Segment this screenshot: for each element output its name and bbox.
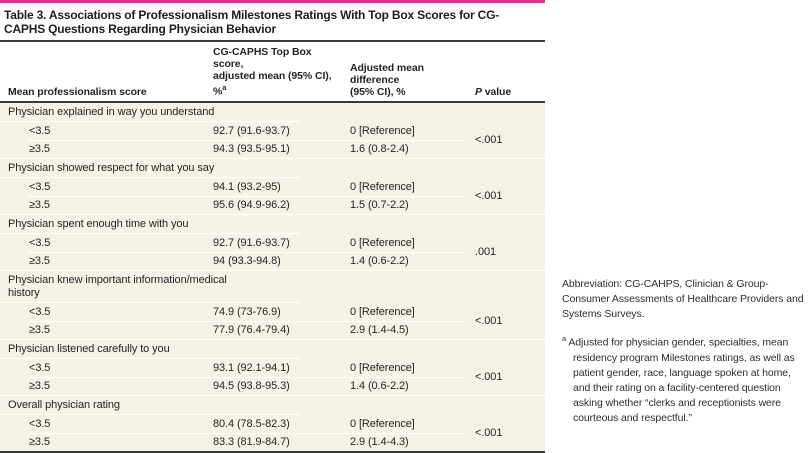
topbox-cell: 77.9 (76.4-79.4) — [213, 323, 290, 336]
column-header-adjusted-diff: Adjusted mean difference (95% CI), % — [350, 62, 475, 98]
table-section: Physician showed respect for what you sa… — [0, 159, 545, 215]
row-separator — [28, 320, 463, 322]
pvalue-cell: <.001 — [475, 189, 503, 202]
section-label-row: Physician listened carefully to you — [0, 340, 300, 359]
diff-cell: 2.9 (1.4-4.3) — [350, 435, 409, 448]
topbox-cell: 94 (93.3-94.8) — [213, 254, 281, 267]
score-cell: ≥3.5 — [29, 254, 50, 267]
column-header-mean-score: Mean professionalism score — [8, 85, 147, 98]
table3-card: Table 3. Associations of Professionalism… — [0, 0, 545, 453]
section-label: Physician explained in way you understan… — [8, 105, 215, 118]
section-label: Physician knew important information/med… — [8, 273, 227, 299]
section-label-row: Physician explained in way you understan… — [0, 103, 300, 122]
score-cell: <3.5 — [29, 124, 51, 137]
topbox-cell: 92.7 (91.6-93.7) — [213, 124, 290, 137]
section-label-row: Physician spent enough time with you — [0, 215, 300, 234]
table-notes: Abbreviation: CG-CAHPS, Clinician & Grou… — [562, 277, 808, 426]
column-header-row: Mean professionalism score CG-CAPHS Top … — [0, 42, 545, 101]
abbreviation-note: Abbreviation: CG-CAHPS, Clinician & Grou… — [562, 278, 804, 320]
diff-cell: 0 [Reference] — [350, 124, 415, 137]
pvalue-cell: <.001 — [475, 370, 503, 383]
table-section: Physician listened carefully to you <3.5 9… — [0, 340, 545, 396]
score-cell: <3.5 — [29, 236, 51, 249]
topbox-cell: 83.3 (81.9-84.7) — [213, 435, 290, 448]
column-header-p-rest: value — [484, 85, 512, 98]
footnote-a: a Adjusted for physician gender, special… — [562, 331, 808, 426]
column-header-adjusted-diff-line2: (95% CI), % — [350, 85, 406, 98]
topbox-cell: 74.9 (73-76.9) — [213, 305, 281, 318]
section-body: <3.5 92.7 (91.6-93.7) 0 [Reference] <.001 ≥3… — [0, 122, 545, 159]
section-label-row: Physician showed respect for what you sa… — [0, 159, 300, 178]
column-header-topbox-line1: CG-CAPHS Top Box score, — [213, 46, 312, 70]
topbox-cell: 94.1 (93.2-95) — [213, 180, 281, 193]
pvalue-cell: <.001 — [475, 314, 503, 327]
topbox-cell: 80.4 (78.5-82.3) — [213, 417, 290, 430]
section-label: Overall physician rating — [8, 398, 120, 411]
section-label-row: Physician knew important information/med… — [0, 271, 300, 303]
table-title: Table 3. Associations of Professionalism… — [4, 8, 500, 36]
score-cell: <3.5 — [29, 417, 51, 430]
diff-cell: 0 [Reference] — [350, 180, 415, 193]
column-header-topbox-line2: adjusted mean (95% CI), % — [213, 70, 332, 98]
diff-cell: 1.5 (0.7-2.2) — [350, 198, 409, 211]
score-cell: <3.5 — [29, 361, 51, 374]
topbox-cell: 93.1 (92.1-94.1) — [213, 361, 290, 374]
row-separator — [28, 432, 463, 434]
diff-cell: 0 [Reference] — [350, 417, 415, 430]
score-cell: ≥3.5 — [29, 435, 50, 448]
table-section: Overall physician rating <3.5 80.4 (78.5-8… — [0, 396, 545, 451]
topbox-cell: 94.5 (93.8-95.3) — [213, 379, 290, 392]
score-cell: ≥3.5 — [29, 379, 50, 392]
section-body: <3.5 80.4 (78.5-82.3) 0 [Reference] <.001 ≥3… — [0, 415, 545, 451]
section-body: <3.5 74.9 (73-76.9) 0 [Reference] <.001 ≥3.5… — [0, 303, 545, 340]
score-cell: ≥3.5 — [29, 198, 50, 211]
diff-cell: 1.6 (0.8-2.4) — [350, 142, 409, 155]
diff-cell: 0 [Reference] — [350, 236, 415, 249]
column-header-topbox: CG-CAPHS Top Box score, adjusted mean (9… — [213, 46, 350, 98]
section-label-row: Overall physician rating — [0, 396, 300, 415]
table-accent-bar — [0, 0, 545, 3]
table-section: Physician explained in way you understan… — [0, 103, 545, 159]
column-header-p-italic: P — [475, 85, 482, 98]
row-separator — [28, 376, 463, 378]
diff-cell: 2.9 (1.4-4.5) — [350, 323, 409, 336]
pvalue-cell: .001 — [475, 245, 497, 258]
bottom-rule — [0, 450, 545, 453]
diff-cell: 0 [Reference] — [350, 305, 415, 318]
footnote-a-marker: a — [562, 334, 567, 343]
table-section: Physician knew important information/med… — [0, 271, 545, 340]
section-label: Physician listened carefully to you — [8, 342, 170, 355]
score-cell: ≥3.5 — [29, 142, 50, 155]
section-label: Physician spent enough time with you — [8, 217, 189, 230]
row-separator — [28, 195, 463, 197]
title-rule — [0, 40, 545, 42]
score-cell: <3.5 — [29, 180, 51, 193]
diff-cell: 1.4 (0.6-2.2) — [350, 379, 409, 392]
table-body: Physician explained in way you understan… — [0, 102, 545, 451]
column-header-adjusted-diff-line1: Adjusted mean difference — [350, 61, 424, 86]
score-cell: ≥3.5 — [29, 323, 50, 336]
section-label: Physician showed respect for what you sa… — [8, 161, 215, 174]
header-rule — [0, 100, 545, 103]
topbox-cell: 92.7 (91.6-93.7) — [213, 236, 290, 249]
diff-cell: 1.4 (0.6-2.2) — [350, 254, 409, 267]
section-body: <3.5 93.1 (92.1-94.1) 0 [Reference] <.001 ≥3… — [0, 359, 545, 396]
footnote-a-text: Adjusted for physician gender, specialti… — [568, 336, 795, 424]
score-cell: <3.5 — [29, 305, 51, 318]
topbox-cell: 95.6 (94.9-96.2) — [213, 198, 290, 211]
column-header-pvalue: P value — [475, 86, 545, 98]
diff-cell: 0 [Reference] — [350, 361, 415, 374]
footnote-a-marker-ref: a — [222, 83, 227, 92]
pvalue-cell: <.001 — [475, 426, 503, 439]
section-body: <3.5 94.1 (93.2-95) 0 [Reference] <.001 ≥3.5… — [0, 178, 545, 215]
row-separator — [28, 139, 463, 141]
section-body: <3.5 92.7 (91.6-93.7) 0 [Reference] .001 ≥3.… — [0, 234, 545, 271]
table-section: Physician spent enough time with you <3.5… — [0, 215, 545, 271]
topbox-cell: 94.3 (93.5-95.1) — [213, 142, 290, 155]
pvalue-cell: <.001 — [475, 133, 503, 146]
row-separator — [28, 251, 463, 253]
